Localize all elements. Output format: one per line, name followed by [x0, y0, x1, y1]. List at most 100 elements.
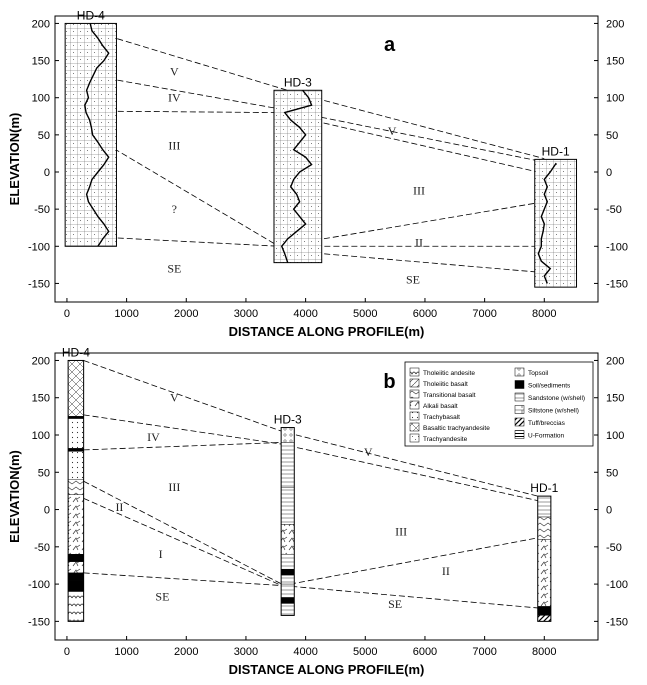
zone-label: ?: [172, 202, 177, 216]
x-tick-label: 4000: [293, 308, 317, 320]
lithology-layer: [280, 442, 295, 488]
y-tick-label-left: -150: [28, 278, 50, 290]
well-column: [67, 359, 85, 622]
zone-label: II: [442, 564, 450, 578]
y-tick-label-right: 150: [606, 56, 624, 68]
panel-label: b: [383, 371, 395, 393]
lithology-layer: [67, 418, 84, 449]
well-column: [273, 89, 323, 264]
lithology-layer: [280, 486, 295, 525]
zone-label: V: [388, 124, 397, 138]
lithology-layer: [280, 568, 295, 576]
legend: Tholeiitic andesite Tholeiitic basalt Tran…: [404, 361, 594, 447]
zone-label: III: [413, 183, 425, 197]
x-tick-label: 2000: [174, 646, 198, 658]
x-tick-label: 7000: [472, 646, 496, 658]
correlation-line: [83, 480, 282, 585]
correlation-line: [90, 110, 545, 174]
legend-label: Trachyandesite: [423, 436, 468, 443]
lithology-layer: [67, 479, 84, 495]
x-tick-label: 6000: [413, 308, 437, 320]
y-tick-label-left: 50: [38, 467, 50, 479]
y-tick-label-left: 50: [38, 130, 50, 142]
legend-label: Tuff/breccias: [528, 420, 566, 427]
y-tick-label-right: 200: [606, 18, 624, 30]
x-tick-label: 0: [64, 646, 70, 658]
y-tick-label-left: 150: [32, 56, 50, 68]
x-tick-label: 8000: [532, 646, 556, 658]
well-label: HD-4: [62, 345, 90, 359]
y-tick-label-right: 50: [606, 130, 618, 142]
legend-label: Transitional basalt: [423, 392, 476, 399]
lithology-layer: [537, 606, 552, 616]
plot-frame: [54, 15, 599, 303]
y-tick-label-right: -50: [606, 204, 622, 216]
zone-label: SE: [406, 272, 420, 286]
y-tick-label-left: -50: [34, 542, 50, 554]
x-axis-label: DISTANCE ALONG PROFILE(m): [229, 324, 425, 339]
well-column: [280, 427, 295, 616]
legend-swatch: [514, 392, 525, 402]
x-axis-label: DISTANCE ALONG PROFILE(m): [229, 662, 425, 677]
y-tick-label-right: 50: [606, 467, 618, 479]
x-tick-label: 3000: [234, 646, 258, 658]
legend-label: Tholeiitic basalt: [423, 381, 468, 388]
legend-swatch: [514, 417, 525, 427]
x-tick-label: 8000: [532, 308, 556, 320]
lithology-layer: [67, 360, 84, 417]
legend-swatch: [514, 380, 525, 389]
zone-label: SE: [167, 261, 181, 275]
y-tick-label-left: 100: [32, 430, 50, 442]
legend-label: Trachybasalt: [423, 414, 460, 421]
y-tick-label-left: 200: [32, 18, 50, 30]
y-tick-label-left: 0: [44, 167, 50, 179]
legend-swatch: [409, 411, 420, 421]
well-label: HD-4: [77, 8, 105, 22]
correlation-line: [90, 134, 279, 247]
x-tick-label: 1000: [114, 646, 138, 658]
panel-b: 0 1000 2000 3000 4000 5000 6000 7000 8000-150 -15…: [7, 345, 628, 677]
x-tick-label: 2000: [174, 308, 198, 320]
legend-swatch: [514, 367, 525, 377]
lithology-layer: [280, 583, 295, 598]
well-column: [64, 22, 117, 247]
y-tick-label-left: -50: [34, 204, 50, 216]
legend-label: Tholeiitic andesite: [423, 370, 475, 377]
lithology-layer: [537, 495, 552, 518]
legend-label: Soil/sediments: [528, 383, 571, 390]
y-tick-label-right: -150: [606, 616, 628, 628]
well-log-curve: [84, 23, 110, 247]
y-tick-label-left: 100: [32, 93, 50, 105]
correlation-line: [83, 414, 538, 501]
lithology-layer: [280, 603, 295, 616]
lithology-layer: [67, 451, 84, 480]
correlation-line: [83, 537, 538, 586]
lithology-layer: [67, 416, 84, 419]
y-tick-label-left: -100: [28, 579, 50, 591]
legend-swatch: [409, 378, 420, 388]
legend-swatch: [409, 422, 420, 432]
x-tick-label: 5000: [353, 646, 377, 658]
y-axis-label: ELEVATION(m): [7, 113, 22, 206]
legend-label: Topsoil: [528, 370, 549, 377]
legend-swatch: [409, 433, 420, 443]
x-tick-label: 0: [64, 308, 70, 320]
legend-swatch: [409, 367, 420, 377]
lithology-layer: [67, 580, 84, 592]
zone-label: III: [395, 525, 407, 539]
lithology-layer: [67, 448, 84, 452]
y-tick-label-right: 0: [606, 167, 612, 179]
y-tick-label-right: -100: [606, 241, 628, 253]
legend-label: Siltstone (w/shell): [528, 408, 579, 415]
y-tick-label-right: 100: [606, 93, 624, 105]
lithology-layer: [537, 539, 552, 607]
well-label: HD-1: [530, 481, 558, 495]
zone-label: SE: [388, 597, 402, 611]
lithology-layer: [280, 524, 295, 555]
x-tick-label: 6000: [413, 646, 437, 658]
correlation-line: [83, 442, 282, 451]
zone-label: IV: [147, 430, 160, 444]
well-log-curve: [537, 162, 557, 284]
well-log-curve: [280, 89, 313, 263]
well-label: HD-3: [274, 413, 302, 427]
